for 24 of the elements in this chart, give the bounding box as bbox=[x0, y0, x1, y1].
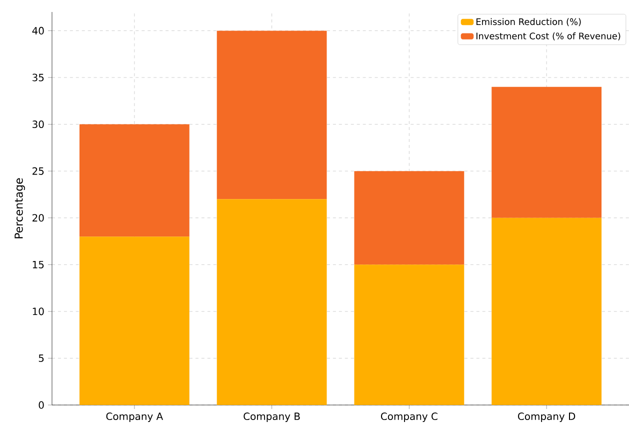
y-tick-label: 5 bbox=[38, 354, 44, 362]
bar bbox=[354, 264, 464, 405]
y-tick-label: 40 bbox=[32, 26, 44, 34]
y-tick-label: 10 bbox=[32, 308, 44, 316]
bar bbox=[79, 236, 190, 405]
y-tick-label: 35 bbox=[32, 74, 44, 82]
bar bbox=[492, 218, 602, 405]
legend-label: Investment Cost (% of Revenue) bbox=[476, 32, 620, 40]
x-tick-label: Company C bbox=[380, 412, 438, 422]
x-tick-label: Company D bbox=[518, 412, 576, 422]
bar bbox=[354, 171, 464, 265]
y-tick-label: 25 bbox=[32, 167, 44, 175]
bar bbox=[79, 124, 190, 237]
x-tick-label: Company A bbox=[106, 412, 164, 422]
y-tick-label: 0 bbox=[38, 401, 44, 409]
bar bbox=[492, 86, 602, 218]
bar bbox=[216, 30, 327, 200]
x-tick-label: Company B bbox=[244, 412, 300, 422]
y-axis-title: Percentage bbox=[14, 178, 25, 238]
y-tick-label: 15 bbox=[32, 260, 44, 268]
legend-label: Emission Reduction (%) bbox=[476, 18, 581, 26]
y-tick-label: 20 bbox=[32, 214, 44, 222]
y-tick-label: 30 bbox=[32, 120, 44, 128]
bar bbox=[216, 199, 327, 405]
